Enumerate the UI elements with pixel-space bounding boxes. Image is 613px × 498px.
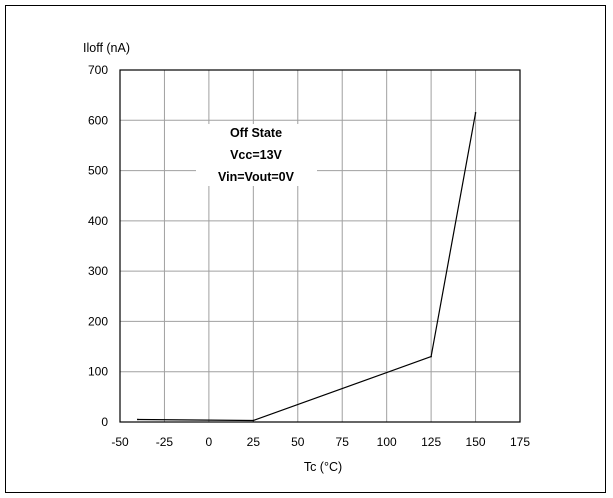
x-tick-label: -25 <box>156 435 174 449</box>
y-tick-label: 400 <box>88 214 108 228</box>
y-axis-label: Iloff (nA) <box>83 41 130 55</box>
y-tick-label: 200 <box>88 314 108 328</box>
x-tick-label: 175 <box>510 435 530 449</box>
tick-labels: -50 -25 0 25 50 75 100 125 150 175 0 100 200 300 400 50… <box>88 63 530 449</box>
x-tick-label: 25 <box>247 435 261 449</box>
x-axis-label: Tc (°C) <box>304 460 342 474</box>
y-tick-label: 100 <box>88 365 108 379</box>
plot-area-border <box>120 70 520 422</box>
x-tick-label: -50 <box>111 435 129 449</box>
data-point <box>253 420 255 422</box>
x-tick-label: 100 <box>377 435 397 449</box>
y-tick-label: 700 <box>88 63 108 77</box>
y-tick-label: 600 <box>88 113 108 127</box>
annotation-line-3: Vin=Vout=0V <box>218 170 295 184</box>
x-tick-label: 0 <box>206 435 213 449</box>
annotation-line-1: Off State <box>230 126 282 140</box>
x-tick-label: 150 <box>466 435 486 449</box>
x-tick-label: 75 <box>336 435 350 449</box>
data-point <box>475 112 477 114</box>
y-tick-label: 500 <box>88 164 108 178</box>
grid <box>120 70 520 422</box>
y-tick-label: 300 <box>88 264 108 278</box>
data-point <box>137 419 139 421</box>
x-tick-label: 50 <box>291 435 305 449</box>
data-point <box>430 356 432 358</box>
annotation-line-2: Vcc=13V <box>230 148 282 162</box>
y-tick-label: 0 <box>101 415 108 429</box>
x-tick-label: 125 <box>421 435 441 449</box>
